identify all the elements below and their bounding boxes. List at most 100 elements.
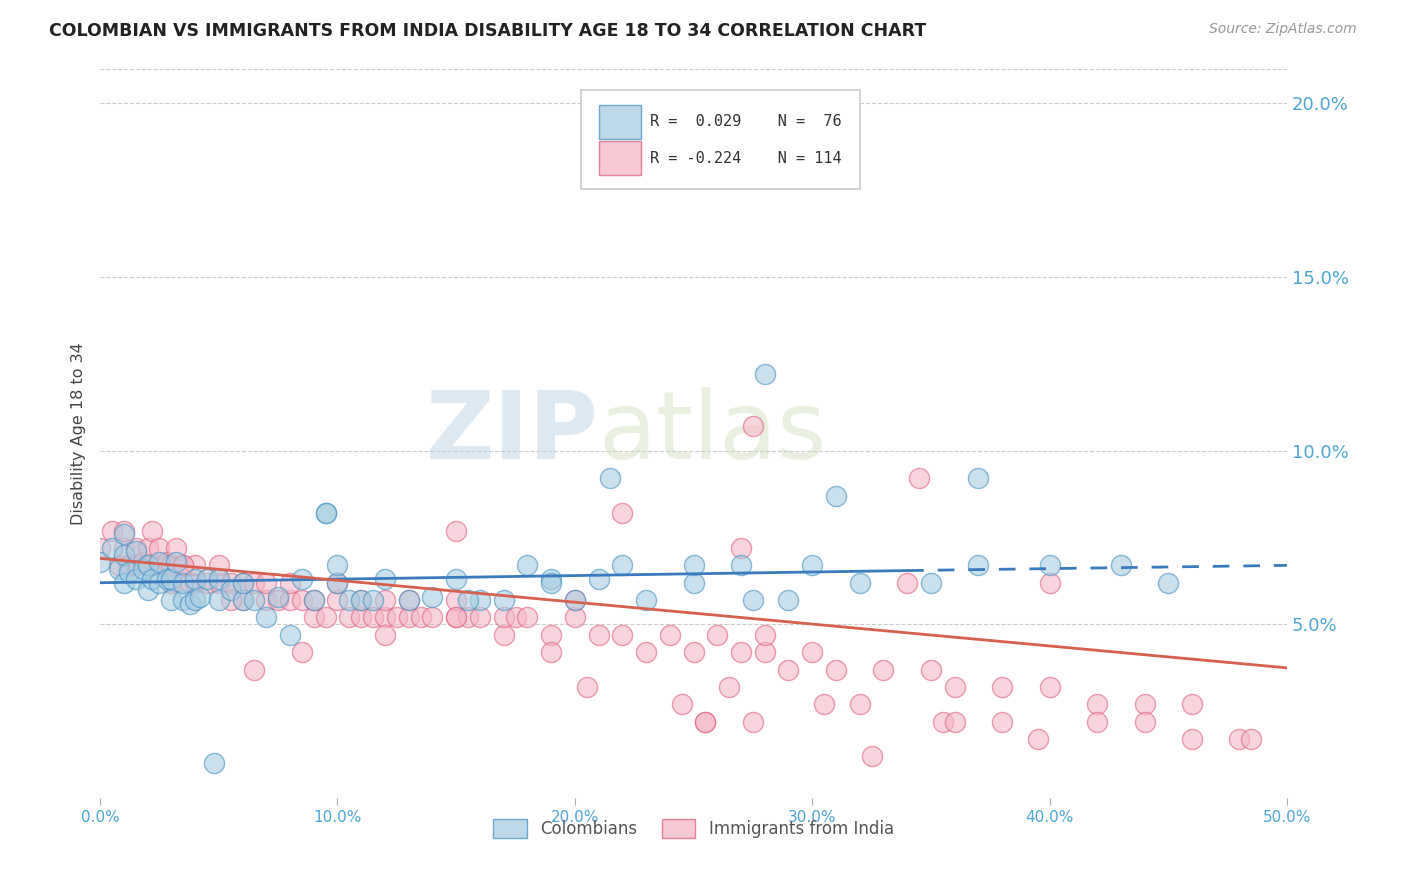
- Point: [754, 645, 776, 659]
- Point: [232, 575, 254, 590]
- Point: [195, 572, 218, 586]
- Point: [444, 524, 467, 538]
- Point: [179, 575, 201, 590]
- Point: [278, 575, 301, 590]
- Point: [991, 714, 1014, 729]
- Point: [741, 419, 763, 434]
- Point: [741, 593, 763, 607]
- Point: [374, 610, 396, 624]
- Point: [398, 610, 420, 624]
- Point: [695, 714, 717, 729]
- Point: [444, 610, 467, 624]
- Legend: Colombians, Immigrants from India: Colombians, Immigrants from India: [486, 812, 900, 845]
- Point: [896, 575, 918, 590]
- Point: [337, 593, 360, 607]
- Point: [741, 714, 763, 729]
- Point: [516, 558, 538, 573]
- Point: [184, 572, 207, 586]
- Point: [172, 575, 194, 590]
- Y-axis label: Disability Age 18 to 34: Disability Age 18 to 34: [72, 342, 86, 524]
- Text: ZIP: ZIP: [426, 387, 599, 479]
- Point: [422, 610, 444, 624]
- Point: [825, 489, 848, 503]
- Text: R = -0.224    N = 114: R = -0.224 N = 114: [650, 151, 841, 166]
- Point: [1133, 698, 1156, 712]
- Point: [540, 628, 562, 642]
- Point: [444, 593, 467, 607]
- Point: [754, 368, 776, 382]
- FancyBboxPatch shape: [599, 105, 641, 138]
- Point: [588, 628, 610, 642]
- Point: [125, 558, 148, 573]
- Point: [612, 558, 634, 573]
- Point: [112, 575, 135, 590]
- Point: [492, 628, 515, 642]
- Point: [195, 575, 218, 590]
- Point: [444, 610, 467, 624]
- Point: [991, 680, 1014, 694]
- Point: [908, 471, 931, 485]
- Point: [155, 555, 177, 569]
- Point: [730, 558, 752, 573]
- Point: [564, 593, 586, 607]
- Point: [141, 524, 163, 538]
- Point: [136, 558, 159, 573]
- Point: [801, 558, 824, 573]
- Point: [658, 628, 681, 642]
- Point: [778, 663, 800, 677]
- Point: [125, 572, 148, 586]
- Point: [278, 593, 301, 607]
- Point: [505, 610, 527, 624]
- Point: [219, 593, 242, 607]
- Point: [141, 572, 163, 586]
- Point: [457, 610, 479, 624]
- Point: [516, 610, 538, 624]
- Point: [219, 575, 242, 590]
- Point: [730, 541, 752, 555]
- Point: [165, 541, 187, 555]
- Point: [1109, 558, 1132, 573]
- Point: [588, 572, 610, 586]
- Point: [1229, 732, 1251, 747]
- Point: [612, 628, 634, 642]
- Text: atlas: atlas: [599, 387, 827, 479]
- Point: [208, 575, 231, 590]
- Point: [165, 555, 187, 569]
- FancyBboxPatch shape: [581, 90, 859, 189]
- Point: [136, 541, 159, 555]
- Point: [243, 575, 266, 590]
- Point: [468, 593, 491, 607]
- Point: [315, 506, 337, 520]
- Point: [315, 610, 337, 624]
- Point: [291, 572, 314, 586]
- Point: [243, 663, 266, 677]
- Point: [943, 714, 966, 729]
- Point: [422, 590, 444, 604]
- Point: [160, 575, 183, 590]
- Point: [801, 645, 824, 659]
- Point: [1039, 575, 1062, 590]
- Point: [302, 593, 325, 607]
- Point: [160, 572, 183, 586]
- Point: [184, 575, 207, 590]
- Point: [754, 628, 776, 642]
- Point: [718, 680, 741, 694]
- Text: COLOMBIAN VS IMMIGRANTS FROM INDIA DISABILITY AGE 18 TO 34 CORRELATION CHART: COLOMBIAN VS IMMIGRANTS FROM INDIA DISAB…: [49, 22, 927, 40]
- Point: [1133, 714, 1156, 729]
- Point: [636, 593, 658, 607]
- Point: [184, 558, 207, 573]
- Point: [267, 590, 290, 604]
- Point: [172, 593, 194, 607]
- Point: [112, 524, 135, 538]
- Point: [636, 645, 658, 659]
- Point: [326, 558, 349, 573]
- Point: [540, 575, 562, 590]
- Point: [813, 698, 835, 712]
- Point: [188, 590, 211, 604]
- Point: [540, 645, 562, 659]
- Point: [361, 610, 384, 624]
- Point: [671, 698, 693, 712]
- Point: [125, 541, 148, 555]
- Point: [778, 593, 800, 607]
- Point: [232, 575, 254, 590]
